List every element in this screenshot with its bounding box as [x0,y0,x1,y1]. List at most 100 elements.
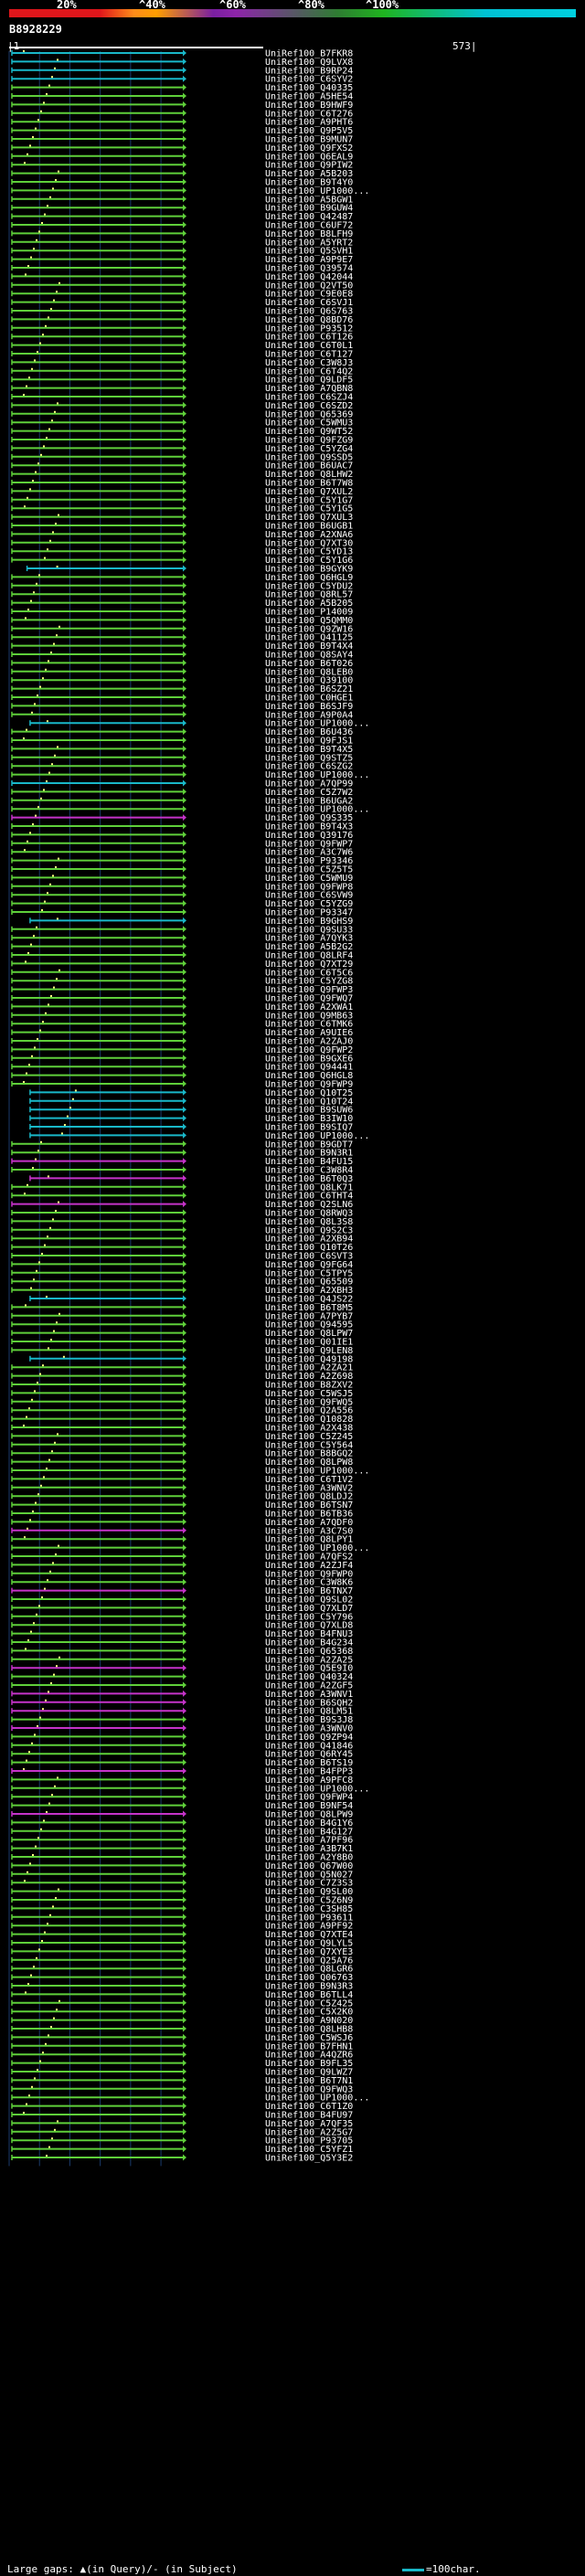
hit-label[interactable]: UniRef100_Q40335 [265,83,353,93]
hit-label[interactable]: UniRef100_C9E0E8 [265,290,353,300]
hit-label[interactable]: UniRef100_B7FHN1 [265,2041,353,2051]
hit-label[interactable]: UniRef100_Q2VT50 [265,281,353,291]
hit-label[interactable]: UniRef100_Q6S763 [265,307,353,317]
hit-label[interactable]: UniRef100_UP1000... [265,1784,369,1794]
hit-label[interactable]: UniRef100_Q01IE1 [265,1338,353,1348]
hit-label[interactable]: UniRef100_A2Y8B0 [265,1853,353,1863]
hit-label[interactable]: UniRef100_Q9FG64 [265,1260,353,1270]
hit-label[interactable]: UniRef100_Q06763 [265,1973,353,1983]
hit-label[interactable]: UniRef100_C5Y564 [265,1440,353,1450]
hit-label[interactable]: UniRef100_Q9FWP7 [265,839,353,849]
hit-label[interactable]: UniRef100_B4G234 [265,1638,353,1648]
hit-label[interactable]: UniRef100_C5YZG4 [265,444,353,454]
hit-label[interactable]: UniRef100_Q10828 [265,1415,353,1425]
hit-label[interactable]: UniRef100_Q94595 [265,1320,353,1330]
hit-label[interactable]: UniRef100_A2XNA6 [265,530,353,540]
hit-label[interactable]: UniRef100_B4FNU3 [265,1629,353,1639]
hit-label[interactable]: UniRef100_B6TLL4 [265,1990,353,2000]
hit-label[interactable]: UniRef100_Q7XLD8 [265,1621,353,1631]
hit-label[interactable]: UniRef100_Q5QMM0 [265,616,353,626]
hit-label[interactable]: UniRef100_B4FPP3 [265,1767,353,1777]
hit-label[interactable]: UniRef100_B9N3R3 [265,1982,353,1992]
hit-label[interactable]: UniRef100_Q39574 [265,264,353,274]
hit-label[interactable]: UniRef100_Q9LWZ7 [265,2068,353,2078]
hit-label[interactable]: UniRef100_B9MUN7 [265,135,353,145]
hit-label[interactable]: UniRef100_A9P9E7 [265,255,353,265]
hit-label[interactable]: UniRef100_A9P0A4 [265,710,353,720]
hit-label[interactable]: UniRef100_B6UAC7 [265,461,353,472]
hit-label[interactable]: UniRef100_Q7XLD7 [265,1604,353,1614]
hit-label[interactable]: UniRef100_UP1000... [265,1543,369,1553]
hit-label[interactable]: UniRef100_Q9FWP8 [265,882,353,892]
hit-label[interactable]: UniRef100_A2ZGF5 [265,1681,353,1691]
hit-label[interactable]: UniRef100_Q9FWP9 [265,1080,353,1090]
hit-label[interactable]: UniRef100_Q9S335 [265,813,353,823]
hit-label[interactable]: UniRef100_C5WSJ6 [265,2033,353,2043]
hit-label[interactable]: UniRef100_UP1000... [265,719,369,729]
hit-label[interactable]: UniRef100_B6TNX7 [265,1586,353,1596]
hit-label[interactable]: UniRef100_Q9FJS1 [265,737,353,747]
hit-label[interactable]: UniRef100_A2XBH3 [265,1286,353,1296]
hit-label[interactable]: UniRef100_Q9PIW2 [265,161,353,171]
hit-label[interactable]: UniRef100_Q9FWP4 [265,1793,353,1803]
hit-label[interactable]: UniRef100_A5HE54 [265,92,353,102]
hit-label[interactable]: UniRef100_B9SIQ7 [265,1123,353,1133]
hit-label[interactable]: UniRef100_Q8LEB0 [265,667,353,677]
hit-label[interactable]: UniRef100_B6T0Q3 [265,1174,353,1184]
hit-label[interactable]: UniRef100_A4QZR6 [265,2051,353,2061]
hit-label[interactable]: UniRef100_C6T1V2 [265,1475,353,1485]
hit-label[interactable]: UniRef100_C7Z3S3 [265,1879,353,1889]
hit-label[interactable]: UniRef100_Q65368 [265,1647,353,1657]
hit-label[interactable]: UniRef100_Q6EAL9 [265,152,353,162]
hit-label[interactable]: UniRef100_Q8LPW9 [265,1810,353,1820]
hit-label[interactable]: UniRef100_Q8LGR6 [265,1965,353,1975]
hit-label[interactable]: UniRef100_Q7XUL3 [265,513,353,523]
hit-label[interactable]: UniRef100_B6TB36 [265,1510,353,1520]
hit-label[interactable]: UniRef100_C6SYV2 [265,75,353,85]
hit-label[interactable]: UniRef100_P14009 [265,608,353,618]
hit-label[interactable]: UniRef100_Q9SL00 [265,1887,353,1897]
hit-label[interactable]: UniRef100_C5WMU9 [265,874,353,884]
hit-label[interactable]: UniRef100_C6SVW9 [265,891,353,901]
hit-label[interactable]: UniRef100_Q7XTE4 [265,1930,353,1940]
hit-label[interactable]: UniRef100_C3W8R4 [265,1166,353,1176]
hit-label[interactable]: UniRef100_Q2A556 [265,1406,353,1416]
hit-label[interactable]: UniRef100_B6TS19 [265,1758,353,1768]
hit-label[interactable]: UniRef100_A2ZA21 [265,1363,353,1373]
hit-label[interactable]: UniRef100_Q9FWQ3 [265,2084,353,2094]
hit-label[interactable]: UniRef100_C5WMU3 [265,419,353,429]
hit-label[interactable]: UniRef100_B6T8M5 [265,1303,353,1313]
hit-label[interactable]: UniRef100_B9GYK9 [265,565,353,575]
hit-label[interactable]: UniRef100_B9T4X4 [265,641,353,652]
hit-label[interactable]: UniRef100_C5YD13 [265,547,353,557]
hit-label[interactable]: UniRef100_UP1000... [265,1131,369,1141]
hit-label[interactable]: UniRef100_C5Z7W2 [265,788,353,798]
hit-label[interactable]: UniRef100_UP1000... [265,186,369,196]
hit-label[interactable]: UniRef100_C3W8K6 [265,1578,353,1588]
hit-label[interactable]: UniRef100_Q8LPY1 [265,1535,353,1545]
hit-label[interactable]: UniRef100_A5B203 [265,169,353,179]
hit-label[interactable]: UniRef100_B6SJF9 [265,702,353,712]
hit-label[interactable]: UniRef100_Q6RY45 [265,1750,353,1760]
hit-label[interactable]: UniRef100_B9NF54 [265,1801,353,1811]
hit-label[interactable]: UniRef100_A3C7S0 [265,1526,353,1536]
hit-label[interactable]: UniRef100_A3C7W6 [265,848,353,858]
hit-label[interactable]: UniRef100_Q9FWQ7 [265,994,353,1004]
hit-label[interactable]: UniRef100_Q42487 [265,212,353,222]
hit-label[interactable]: UniRef100_B6U436 [265,727,353,737]
hit-label[interactable]: UniRef100_Q8L3S8 [265,1217,353,1227]
hit-label[interactable]: UniRef100_C6T276 [265,109,353,119]
hit-label[interactable]: UniRef100_A9PF92 [265,1922,353,1932]
hit-label[interactable]: UniRef100_C0HGE1 [265,694,353,704]
hit-label[interactable]: UniRef100_Q5E9I0 [265,1664,353,1674]
hit-label[interactable]: UniRef100_A7QDF0 [265,1518,353,1528]
hit-label[interactable]: UniRef100_Q7XUL2 [265,487,353,497]
hit-label[interactable]: UniRef100_Q8LPW8 [265,1458,353,1468]
hit-label[interactable]: UniRef100_Q9SSD5 [265,452,353,462]
hit-label[interactable]: UniRef100_P93611 [265,1913,353,1923]
hit-label[interactable]: UniRef100_P93512 [265,323,353,334]
hit-label[interactable]: UniRef100_B6SQH2 [265,1698,353,1708]
hit-label[interactable]: UniRef100_A2XWA1 [265,1002,353,1012]
hit-label[interactable]: UniRef100_A2Z5G7 [265,2127,353,2137]
hit-label[interactable]: UniRef100_Q7XT30 [265,538,353,548]
